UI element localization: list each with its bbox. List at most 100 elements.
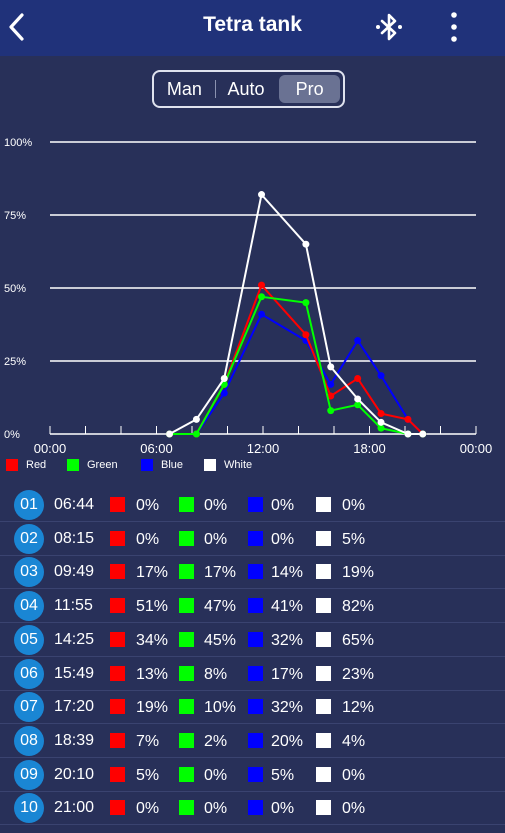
mode-pro[interactable]: Pro — [279, 75, 341, 103]
legend-green-label: Green — [87, 459, 118, 471]
blue-percent[interactable]: 0% — [271, 800, 295, 818]
schedule-row[interactable]: 09 20:10 5% 0% 5% 0% — [0, 758, 505, 792]
data-point-green — [327, 407, 335, 415]
legend-blue-swatch — [141, 459, 153, 471]
schedule-row[interactable]: 02 08:15 0% 0% 0% 5% — [0, 522, 505, 556]
legend-white-label: White — [224, 459, 253, 471]
red-percent[interactable]: 34% — [136, 631, 169, 649]
data-point-blue — [220, 389, 228, 397]
data-point-blue — [327, 380, 335, 388]
green-swatch — [179, 800, 194, 816]
series-line-white — [169, 192, 423, 435]
schedule-row[interactable]: 03 09:49 17% 17% 14% 19% — [0, 555, 505, 590]
white-percent[interactable]: 4% — [342, 732, 366, 750]
white-percent[interactable]: 65% — [342, 631, 375, 649]
red-percent[interactable]: 7% — [136, 732, 160, 750]
red-percent[interactable]: 19% — [136, 699, 169, 717]
data-point-white — [354, 395, 362, 403]
red-swatch — [110, 631, 125, 647]
point-number-badge[interactable]: 10 — [14, 793, 44, 824]
point-time: 08:15 — [54, 529, 95, 547]
point-number-badge[interactable]: 02 — [14, 523, 44, 554]
point-number-badge[interactable]: 07 — [14, 692, 44, 723]
point-number-badge[interactable]: 05 — [14, 624, 44, 655]
bluetooth-icon[interactable] — [374, 10, 404, 44]
white-swatch — [316, 665, 331, 681]
y-tick-label: 25% — [4, 356, 26, 368]
x-tick-label: 06:00 — [140, 441, 173, 456]
blue-percent[interactable]: 0% — [271, 497, 295, 514]
point-number-badge[interactable]: 04 — [14, 591, 44, 622]
green-percent[interactable]: 17% — [204, 564, 237, 582]
green-percent[interactable]: 45% — [204, 631, 237, 649]
x-tick-label: 00:00 — [460, 441, 493, 456]
red-percent[interactable]: 0% — [136, 800, 160, 818]
schedule-row[interactable]: 07 17:20 19% 10% 32% 12% — [0, 690, 505, 725]
white-swatch — [316, 766, 331, 782]
white-percent[interactable]: 5% — [342, 530, 366, 548]
data-point-white — [377, 418, 385, 426]
blue-percent[interactable]: 5% — [271, 766, 295, 784]
chevron-left-icon[interactable] — [6, 10, 28, 44]
green-percent[interactable]: 47% — [204, 598, 237, 616]
red-percent[interactable]: 5% — [136, 766, 160, 784]
green-percent[interactable]: 0% — [204, 766, 228, 784]
green-percent[interactable]: 10% — [204, 699, 237, 717]
point-number-badge[interactable]: 09 — [14, 759, 44, 790]
white-swatch — [316, 732, 331, 748]
green-swatch — [179, 766, 194, 782]
data-point-green — [302, 299, 310, 307]
red-percent[interactable]: 51% — [136, 598, 169, 616]
green-percent[interactable]: 0% — [204, 800, 228, 818]
data-point-blue — [258, 310, 266, 318]
green-percent[interactable]: 0% — [204, 497, 228, 514]
mode-auto[interactable]: Auto — [227, 78, 265, 99]
data-point-red — [258, 281, 266, 289]
white-percent[interactable]: 12% — [342, 699, 375, 717]
data-point-white — [302, 240, 310, 248]
more-vertical-icon[interactable] — [444, 10, 464, 44]
white-swatch — [316, 530, 331, 546]
red-swatch — [110, 497, 125, 512]
blue-percent[interactable]: 41% — [271, 598, 304, 616]
red-swatch — [110, 800, 125, 816]
schedule-row[interactable]: 04 11:55 51% 47% 41% 82% — [0, 589, 505, 624]
blue-percent[interactable]: 32% — [271, 631, 304, 649]
schedule-row[interactable]: 10 21:00 0% 0% 0% 0% — [0, 791, 505, 826]
white-percent[interactable]: 0% — [342, 497, 366, 514]
point-number-badge[interactable]: 01 — [14, 490, 44, 520]
legend-red-label: Red — [26, 459, 47, 471]
blue-percent[interactable]: 14% — [271, 564, 304, 582]
blue-percent[interactable]: 32% — [271, 699, 304, 717]
x-tick-label: 12:00 — [247, 441, 280, 456]
point-number-badge[interactable]: 08 — [14, 725, 44, 756]
red-swatch — [110, 665, 125, 681]
white-percent[interactable]: 19% — [342, 564, 375, 582]
green-percent[interactable]: 8% — [204, 665, 228, 683]
schedule-row[interactable]: 08 18:39 7% 2% 20% 4% — [0, 724, 505, 758]
green-percent[interactable]: 0% — [204, 530, 228, 548]
mode-man[interactable]: Man — [166, 78, 202, 99]
schedule-row[interactable]: 05 14:25 34% 45% 32% 65% — [0, 623, 505, 657]
red-percent[interactable]: 0% — [136, 497, 160, 514]
white-percent[interactable]: 0% — [342, 766, 366, 784]
red-percent[interactable]: 0% — [136, 530, 160, 548]
schedule-row[interactable]: 01 06:44 0% 0% 0% 0% — [0, 488, 505, 522]
schedule-row[interactable]: 06 15:49 13% 8% 17% 23% — [0, 657, 505, 691]
white-percent[interactable]: 23% — [342, 665, 375, 683]
blue-percent[interactable]: 17% — [271, 665, 304, 683]
red-percent[interactable]: 17% — [136, 564, 169, 582]
blue-percent[interactable]: 20% — [271, 732, 304, 750]
blue-swatch — [248, 732, 263, 748]
red-swatch — [110, 564, 125, 580]
series-line-green — [169, 295, 423, 435]
point-number-badge[interactable]: 06 — [14, 658, 44, 689]
point-number-badge[interactable]: 03 — [14, 557, 44, 588]
blue-percent[interactable]: 0% — [271, 530, 295, 548]
green-percent[interactable]: 2% — [204, 732, 228, 750]
blue-swatch — [248, 699, 263, 715]
white-swatch — [316, 598, 331, 614]
white-percent[interactable]: 0% — [342, 800, 366, 818]
red-percent[interactable]: 13% — [136, 665, 169, 683]
white-percent[interactable]: 82% — [342, 598, 375, 616]
